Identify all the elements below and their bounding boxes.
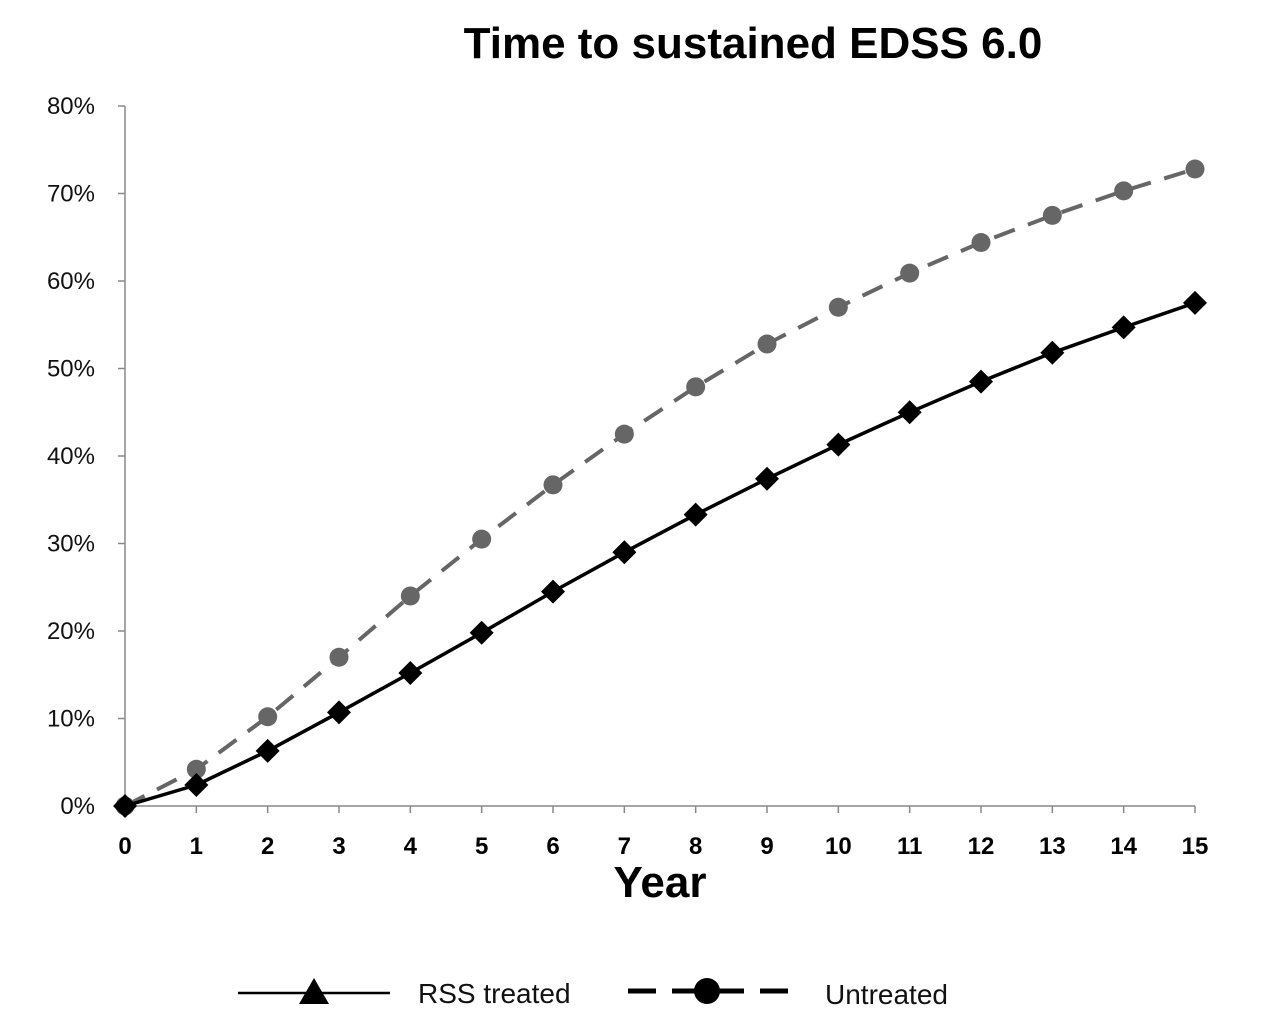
x-tick-label: 3	[332, 833, 345, 860]
data-point	[969, 369, 993, 394]
data-point	[255, 738, 280, 763]
data-point	[1183, 290, 1207, 315]
data-point	[398, 661, 423, 685]
data-point	[614, 424, 634, 444]
data-point	[469, 620, 494, 645]
data-point	[1042, 205, 1062, 225]
data-point	[755, 466, 779, 491]
series-layer	[113, 159, 1207, 818]
legend: RSS treated Untreated	[238, 978, 948, 1010]
data-point	[1185, 159, 1205, 179]
data-point	[543, 475, 563, 495]
x-tick-label: 8	[689, 833, 702, 860]
legend-marker-rss-treated	[299, 978, 329, 1004]
data-point	[541, 579, 565, 604]
data-point	[1111, 315, 1136, 340]
data-point	[897, 400, 922, 425]
series-untreated	[115, 159, 1205, 816]
y-tick-label: 30%	[47, 531, 95, 558]
data-point	[1040, 340, 1065, 365]
x-tick-labels: 0 1 2 3 4 5 6 7 8 9 10 11 12 13 14 15	[118, 806, 1208, 860]
data-point	[329, 647, 349, 667]
series-line	[124, 167, 1196, 808]
data-point	[826, 432, 851, 457]
x-tick-label: 0	[118, 833, 131, 860]
chart-title: Time to sustained EDSS 6.0	[464, 19, 1043, 68]
x-tick-label: 9	[760, 833, 773, 860]
data-point	[472, 529, 492, 549]
data-point	[184, 773, 209, 797]
x-tick-label: 13	[1039, 833, 1066, 860]
data-point	[683, 502, 708, 527]
data-point	[113, 794, 137, 818]
data-point	[327, 700, 351, 725]
y-tick-labels: 0% 10% 20% 30% 40% 50% 60% 70% 80%	[47, 93, 125, 820]
legend-marker-untreated	[694, 978, 720, 1004]
x-tick-label: 5	[475, 833, 488, 860]
series-line	[124, 301, 1196, 808]
x-tick-label: 7	[618, 833, 631, 860]
x-tick-label: 11	[897, 833, 922, 860]
x-tick-label: 14	[1110, 833, 1137, 860]
data-point	[186, 759, 206, 779]
y-tick-label: 10%	[47, 706, 95, 733]
x-tick-label: 1	[190, 833, 203, 860]
data-point	[612, 540, 637, 565]
legend-label-untreated: Untreated	[825, 979, 948, 1010]
y-tick-label: 20%	[47, 618, 95, 645]
y-tick-label: 50%	[47, 356, 95, 383]
data-point	[757, 334, 777, 354]
x-tick-label: 4	[404, 833, 418, 860]
data-point	[400, 586, 420, 606]
data-point	[828, 297, 848, 317]
x-tick-label: 2	[261, 833, 274, 860]
x-tick-label: 6	[546, 833, 559, 860]
y-tick-label: 60%	[47, 268, 95, 295]
y-tick-label: 80%	[47, 93, 95, 120]
y-tick-label: 70%	[47, 181, 95, 208]
data-point	[686, 377, 706, 397]
legend-label-rss-treated: RSS treated	[418, 978, 571, 1009]
y-tick-label: 0%	[60, 793, 95, 820]
x-tick-label: 10	[825, 833, 852, 860]
data-point	[258, 707, 278, 727]
series-rss-treated	[113, 290, 1207, 818]
x-tick-label: 15	[1182, 833, 1209, 860]
data-point	[971, 233, 991, 252]
data-point	[900, 263, 920, 283]
x-axis-label: Year	[614, 858, 707, 907]
data-point	[1114, 181, 1134, 201]
y-tick-label: 40%	[47, 443, 95, 470]
x-tick-label: 12	[968, 833, 995, 860]
